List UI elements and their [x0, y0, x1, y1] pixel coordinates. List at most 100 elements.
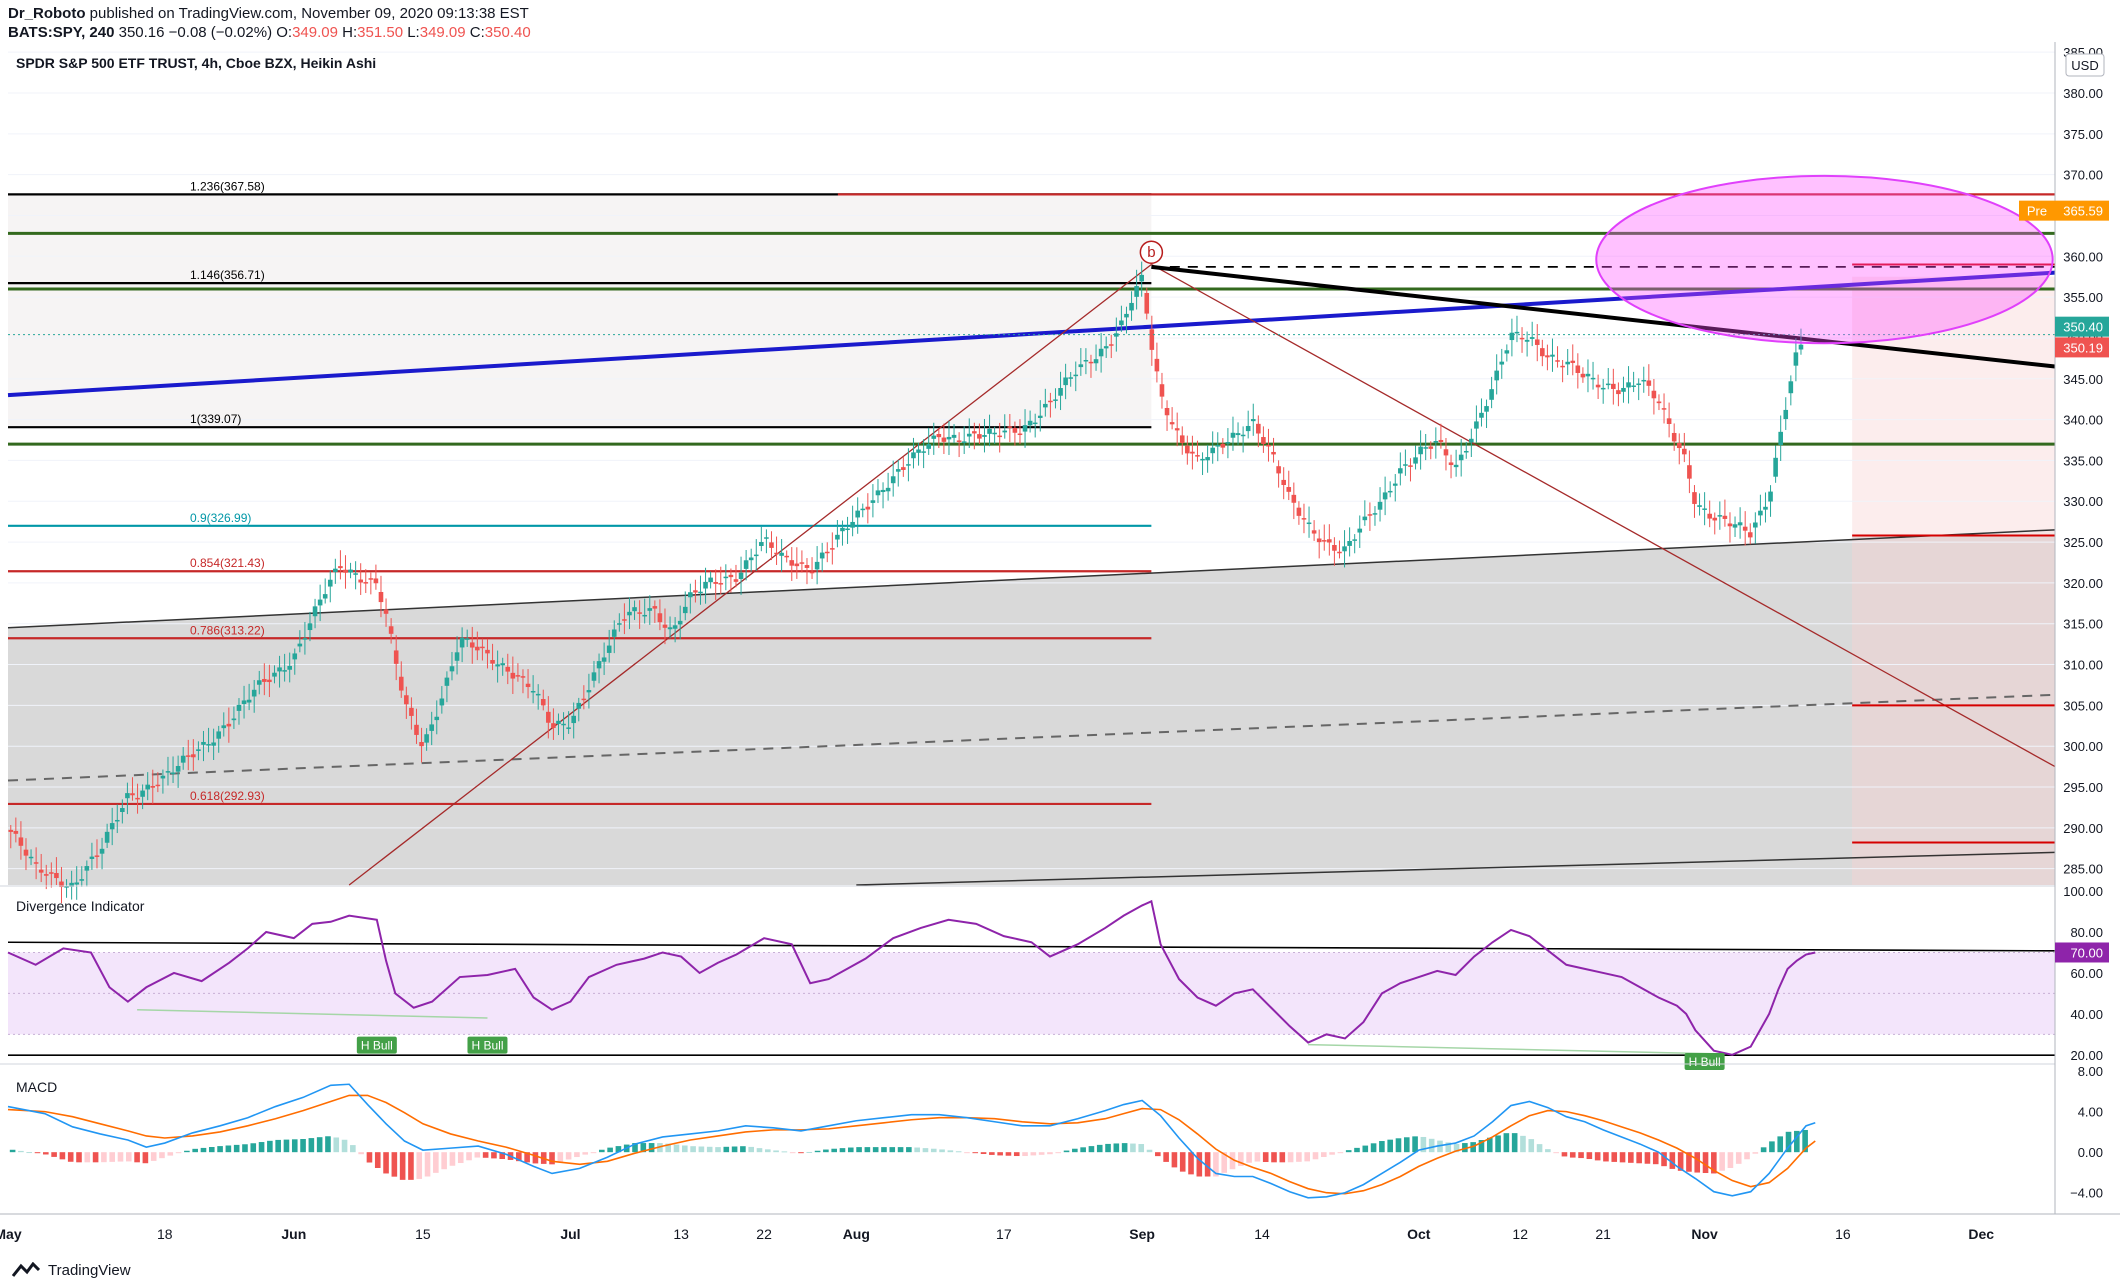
candle — [718, 566, 724, 595]
macd-tick-label: 8.00 — [2078, 1064, 2103, 1079]
price-axis-tag-value: 350.40 — [2063, 320, 2103, 335]
candle-body — [1073, 374, 1079, 377]
candle-body — [835, 534, 840, 540]
macd-histogram-bar — [1030, 1152, 1037, 1156]
candle-body — [931, 435, 937, 439]
candle-body — [784, 555, 789, 558]
candle — [1732, 516, 1738, 537]
candle — [434, 700, 440, 735]
macd-histogram-bar — [267, 1140, 273, 1153]
currency-badge[interactable]: USD — [2065, 53, 2105, 77]
candle-body — [850, 521, 855, 528]
macd-histogram-bar — [441, 1152, 447, 1170]
candle-body — [1129, 302, 1134, 311]
candle — [789, 547, 795, 581]
candle — [1519, 327, 1525, 353]
candle-body — [368, 578, 374, 580]
macd-histogram-bar — [1146, 1149, 1153, 1153]
candle-body — [1763, 506, 1768, 510]
candle-body — [1372, 513, 1378, 515]
candle — [94, 839, 100, 869]
macd-histogram-bar — [474, 1152, 481, 1158]
candle-body — [1139, 274, 1144, 282]
candle-body — [1058, 388, 1063, 396]
candle — [500, 657, 505, 676]
candle — [1311, 520, 1317, 541]
candle — [449, 651, 455, 681]
candle — [672, 617, 678, 643]
rsi-value-tag-bg — [2055, 942, 2109, 963]
candle — [936, 428, 942, 449]
candle — [1671, 423, 1677, 451]
candle — [916, 442, 921, 466]
author-name[interactable]: Dr_Roboto — [8, 5, 86, 22]
candle-body — [1032, 422, 1038, 425]
candle — [1545, 344, 1550, 371]
candle — [1600, 378, 1606, 404]
macd-histogram-bar — [955, 1151, 962, 1153]
macd-histogram-bar — [1221, 1152, 1228, 1173]
pre-market-tag-label: Pre — [2027, 204, 2047, 219]
rsi-tick-label: 40.00 — [2070, 1007, 2103, 1022]
candle — [1083, 348, 1089, 375]
macd-histogram-bar — [1495, 1135, 1501, 1153]
macd-histogram-bar — [225, 1145, 232, 1153]
candle — [804, 558, 810, 585]
candle-body — [1103, 346, 1109, 349]
candle-body — [1565, 361, 1570, 365]
macd-histogram-bar — [1320, 1152, 1327, 1157]
candle-body — [515, 675, 521, 677]
macd-histogram-bar — [565, 1152, 572, 1160]
candle — [1291, 482, 1297, 520]
candle-body — [79, 879, 85, 881]
macd-histogram-bar — [1478, 1140, 1485, 1153]
macd-histogram-bar — [109, 1152, 115, 1162]
macd-histogram-bar — [233, 1144, 240, 1153]
candle — [814, 546, 820, 585]
macd-histogram-bar — [831, 1148, 837, 1153]
candle — [89, 842, 95, 870]
candle-body — [1717, 515, 1723, 517]
candle — [1631, 371, 1636, 393]
macd-histogram-bar — [690, 1146, 696, 1153]
candle-body — [150, 785, 156, 788]
macd-histogram-bar — [665, 1143, 672, 1153]
candle — [74, 866, 79, 900]
candle-body — [444, 677, 450, 686]
candle — [1372, 506, 1378, 526]
divergence-line — [1308, 1043, 1714, 1055]
candle — [312, 598, 318, 629]
candle-body — [769, 542, 774, 548]
candle — [906, 448, 911, 482]
candle — [556, 713, 561, 736]
candle-body — [241, 700, 247, 704]
candle — [921, 439, 926, 469]
macd-histogram-bar — [208, 1147, 215, 1153]
macd-histogram-bar — [1528, 1139, 1535, 1153]
macd-histogram-bar — [391, 1152, 398, 1177]
candle — [885, 472, 891, 501]
candle — [1717, 501, 1723, 530]
candle — [1580, 367, 1586, 383]
candle — [591, 660, 597, 688]
candle-body — [1088, 361, 1094, 364]
high-label: H: — [342, 24, 358, 41]
candle — [1063, 363, 1068, 400]
macd-histogram-bar — [756, 1148, 763, 1153]
candle — [1108, 334, 1114, 359]
candle — [1301, 503, 1307, 534]
price-tick-label: 295.00 — [2063, 780, 2103, 795]
macd-histogram-bar — [217, 1146, 223, 1153]
candle — [1499, 348, 1505, 379]
candle — [165, 756, 171, 786]
candle — [677, 605, 683, 640]
candle — [738, 556, 744, 595]
macd-histogram-bar — [574, 1152, 580, 1158]
candle — [43, 864, 49, 890]
chart-canvas[interactable]: 1.236(367.58) 1.146(356.71) 1(339.07) 0.9(3… — [0, 42, 2120, 1254]
macd-histogram-bar — [549, 1152, 555, 1165]
candle-body — [216, 731, 221, 739]
candle-body — [525, 683, 531, 688]
macd-histogram-bar — [399, 1152, 406, 1180]
candle — [759, 526, 764, 552]
